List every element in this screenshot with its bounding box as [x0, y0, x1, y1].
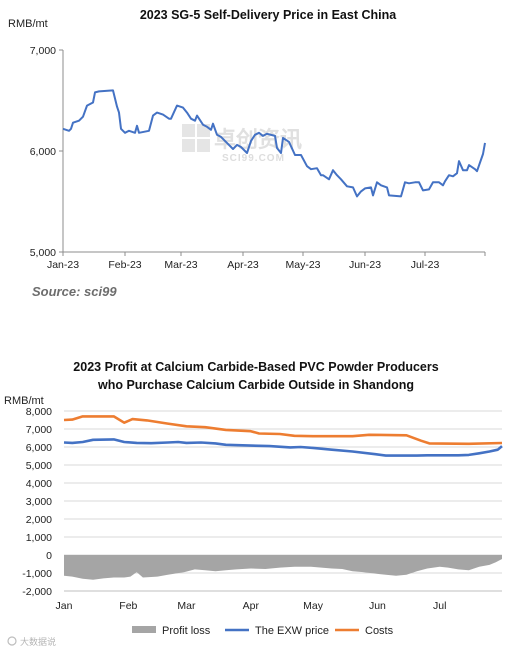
profit-y-tick-label: 5,000 [26, 460, 52, 472]
profit-series [63, 415, 503, 580]
profit-y-tick-label: 1,000 [26, 532, 52, 544]
sg5-y-tick-label: 7,000 [30, 45, 56, 57]
profit-y-tick-label: -2,000 [22, 586, 52, 598]
sg5-x-tick-label: Apr-23 [227, 259, 259, 271]
sg5-y-tick-label: 6,000 [30, 146, 56, 158]
source-note: Source: sci99 [32, 284, 117, 299]
profit-chart-title-line1: 2023 Profit at Calcium Carbide-Based PVC… [73, 360, 438, 374]
profit-x-tick-label: Apr [243, 600, 260, 612]
sg5-x-tick-label: May-23 [285, 259, 320, 271]
sg5-price-line [62, 89, 486, 198]
sg5-x-tick-label: Jan-23 [47, 259, 79, 271]
sg5-y-axis: 5,000 6,000 7,000 [30, 45, 64, 259]
profit-x-tick-label: Jan [56, 600, 73, 612]
sg5-watermark-sub: SCI99.COM [222, 153, 285, 164]
profit-x-tick-label: Jul [433, 600, 446, 612]
sg5-price-chart: 2023 SG-5 Self-Delivery Price in East Ch… [8, 8, 486, 299]
profit-y-tick-label: 3,000 [26, 496, 52, 508]
profit-y-tick-label: 6,000 [26, 442, 52, 454]
costs-line [63, 415, 503, 446]
sg5-watermark-text: 卓创资讯 [214, 127, 302, 152]
sg5-y-unit: RMB/mt [8, 18, 48, 30]
sg5-series [62, 89, 486, 198]
profit-x-tick-label: Mar [177, 600, 196, 612]
profit-chart-title-line2: who Purchase Calcium Carbide Outside in … [97, 378, 414, 392]
profit-y-axis: -2,000 -1,000 0 1,000 2,000 3,000 4,000 5,000 6,… [22, 406, 52, 598]
profit-legend: Profit loss The EXW price Costs [132, 625, 394, 637]
sg5-chart-title: 2023 SG-5 Self-Delivery Price in East Ch… [140, 8, 397, 22]
sg5-x-tick-label: Jun-23 [349, 259, 381, 271]
sg5-y-tick-label: 5,000 [30, 247, 56, 259]
brand-logo: 大数据说 [7, 636, 56, 647]
profit-y-tick-label: 2,000 [26, 514, 52, 526]
sg5-x-axis: Jan-23 Feb-23 Mar-23 Apr-23 May-23 Jun-23 Jul-… [47, 251, 486, 271]
profit-y-tick-label: 4,000 [26, 478, 52, 490]
profit-loss-area [64, 555, 502, 580]
profit-x-tick-label: Jun [369, 600, 386, 612]
sg5-x-tick-label: Jul-23 [411, 259, 440, 271]
profit-y-unit: RMB/mt [4, 395, 44, 407]
legend-label: Costs [365, 625, 394, 637]
profit-y-tick-label: -1,000 [22, 568, 52, 580]
profit-chart: 2023 Profit at Calcium Carbide-Based PVC… [4, 360, 503, 647]
logo-icon [7, 636, 17, 646]
legend-label: Profit loss [162, 625, 211, 637]
profit-y-tick-label: 8,000 [26, 406, 52, 418]
sg5-x-tick-label: Feb-23 [108, 259, 141, 271]
profit-y-tick-label: 0 [46, 550, 52, 562]
profit-x-axis: Jan Feb Mar Apr May Jun Jul [56, 590, 502, 612]
sg5-x-tick-label: Mar-23 [164, 259, 197, 271]
legend-label: The EXW price [255, 625, 329, 637]
logo-text: 大数据说 [20, 636, 56, 647]
profit-x-tick-label: May [303, 600, 324, 612]
profit-y-tick-label: 7,000 [26, 424, 52, 436]
exw-price-line [63, 438, 503, 457]
profit-x-tick-label: Feb [119, 600, 137, 612]
legend-swatch-profit-loss [132, 626, 156, 633]
sg5-watermark: 卓创资讯 SCI99.COM [182, 124, 302, 164]
